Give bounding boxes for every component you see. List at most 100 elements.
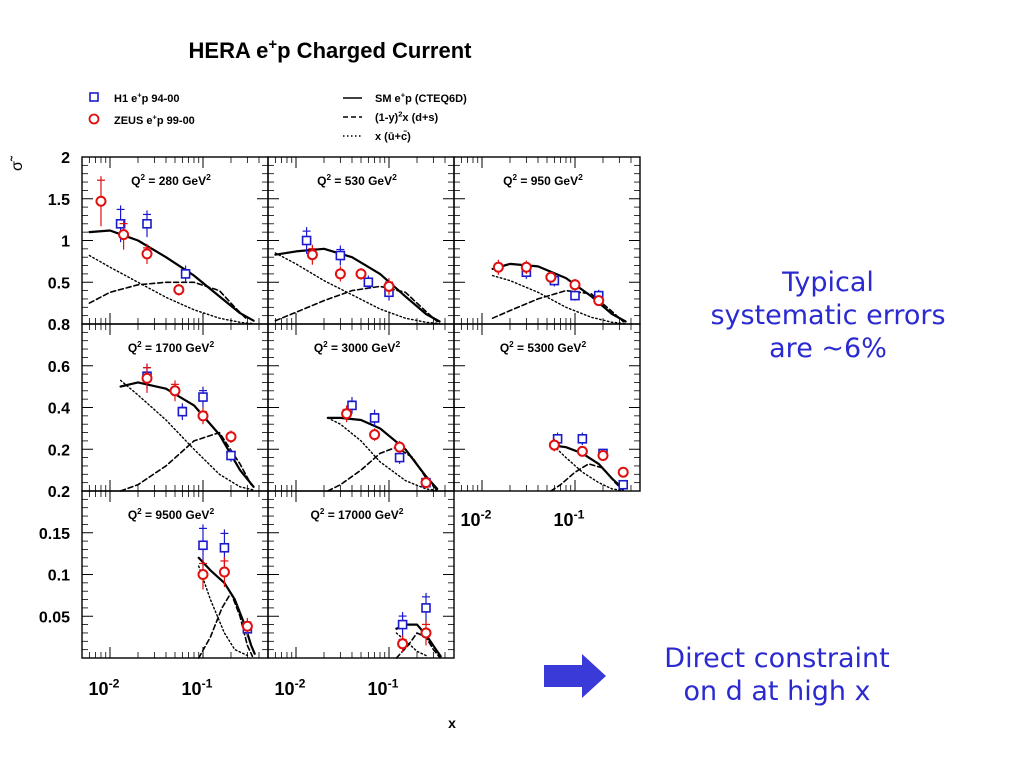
y-tick-label: 0.15 — [39, 526, 70, 543]
q2-label: Q2 = 280 GeV2 — [131, 172, 211, 188]
h1-point — [618, 479, 629, 490]
curve-d-s-sea — [491, 289, 624, 323]
q2-label: Q2 = 9500 GeV2 — [128, 506, 215, 522]
zeus-point — [197, 569, 209, 580]
zeus-point — [241, 620, 253, 632]
zeus-point — [420, 627, 432, 639]
x-tick-label: 10-2 — [461, 507, 492, 530]
h1-point — [397, 619, 408, 630]
h1-point — [219, 542, 230, 553]
y-tick-label: 0.6 — [48, 359, 70, 376]
zeus-point — [420, 477, 432, 489]
y-tick-label: 0.2 — [48, 484, 70, 501]
systematics-note-line: Typical — [782, 267, 874, 298]
legend-label: ZEUS e+p 99-00 — [114, 112, 195, 127]
zeus-point — [369, 429, 381, 441]
legend-label: x (ū+c̄) — [375, 131, 411, 143]
constraint-note-line: on d at high x — [683, 676, 871, 707]
q2-label: Q2 = 3000 GeV2 — [314, 339, 401, 355]
y-tick-label: 1.5 — [48, 192, 70, 209]
q2-label: Q2 = 950 GeV2 — [503, 172, 583, 188]
curve-u-sea — [88, 254, 255, 325]
y-tick-label: 1 — [61, 234, 70, 251]
h1-point — [394, 452, 405, 463]
h1-point — [198, 540, 208, 551]
h1-point — [198, 392, 208, 402]
curve-u-sea — [119, 379, 255, 491]
zeus-point — [141, 372, 153, 384]
q2-label: Q2 = 17000 GeV2 — [310, 506, 403, 522]
y-tick-label: 0.5 — [48, 275, 70, 292]
curve-d-s-sea — [274, 285, 438, 323]
curve-sm — [88, 229, 255, 322]
zeus-point — [334, 268, 346, 280]
legend-label: (1-y)2x (d+s) — [375, 109, 438, 124]
curve-u-sea — [274, 252, 441, 325]
systematics-note-line: are ~6% — [769, 333, 887, 364]
zeus-point — [218, 566, 230, 578]
h1-point — [142, 219, 152, 229]
curve-d-s-sea — [88, 281, 249, 321]
curve-sm — [274, 247, 441, 323]
curve-sm — [549, 444, 625, 490]
q2-label: Q2 = 1700 GeV2 — [128, 339, 215, 355]
zeus-point — [197, 410, 209, 422]
curve-sm — [119, 381, 255, 488]
y-tick-label: 0.4 — [48, 401, 70, 418]
x-tick-label: 10-1 — [182, 676, 213, 699]
x-tick-label: 10-1 — [368, 676, 399, 699]
curve-sm — [491, 262, 627, 323]
curve-u-sea — [198, 565, 249, 657]
y-tick-label: 0.2 — [48, 442, 70, 459]
legend-label: H1 e+p 94-00 — [114, 90, 180, 105]
curve-u-sea — [550, 442, 624, 492]
zeus-point — [576, 445, 588, 457]
x-tick-label: 10-2 — [89, 676, 120, 699]
h1-point — [347, 400, 357, 411]
curve-u-sea — [491, 274, 627, 325]
y-tick-label: 0.8 — [48, 317, 70, 334]
zeus-point — [341, 408, 353, 420]
zeus-point — [492, 261, 504, 273]
h1-point — [369, 413, 380, 423]
zeus-point — [118, 229, 130, 241]
legend-label: SM e+p (CTEQ6D) — [375, 90, 467, 105]
q2-label: Q2 = 5300 GeV2 — [500, 339, 587, 355]
zeus-point — [593, 295, 605, 307]
zeus-point — [394, 441, 406, 453]
h1-point — [335, 250, 346, 261]
legend-marker-h1 — [89, 92, 99, 102]
systematics-note-line: systematic errors — [710, 300, 946, 331]
zeus-point — [225, 431, 237, 443]
h1-point — [226, 450, 236, 461]
x-tick-label: 10-1 — [554, 507, 585, 530]
y-tick-label: 2 — [61, 150, 70, 167]
y-tick-label: 0.1 — [48, 568, 70, 585]
curve-u-sea — [327, 417, 438, 492]
constraint-note: Direct constraint on d at high x — [622, 642, 932, 708]
zeus-point — [306, 249, 318, 261]
h1-point — [363, 277, 374, 288]
q2-label: Q2 = 530 GeV2 — [317, 172, 397, 188]
zeus-point — [173, 284, 185, 296]
h1-point — [180, 269, 191, 279]
zeus-point — [548, 439, 560, 451]
zeus-point — [520, 261, 532, 273]
h1-point — [301, 235, 312, 246]
curve-sm — [326, 416, 439, 490]
zeus-point — [169, 385, 181, 397]
systematics-note: Typical systematic errors are ~6% — [672, 266, 984, 365]
x-axis-label: x — [448, 715, 456, 731]
zeus-point — [355, 268, 367, 280]
zeus-point — [141, 248, 153, 260]
h1-point — [570, 290, 580, 301]
curve-d-s-sea — [119, 431, 252, 492]
constraint-note-line: Direct constraint — [664, 643, 890, 674]
zeus-point — [569, 279, 581, 291]
zeus-point — [383, 280, 395, 292]
right-arrow-icon — [544, 654, 606, 698]
y-axis-label: σ̃ — [9, 155, 26, 171]
zeus-point — [397, 638, 409, 650]
h1-point — [421, 603, 431, 613]
